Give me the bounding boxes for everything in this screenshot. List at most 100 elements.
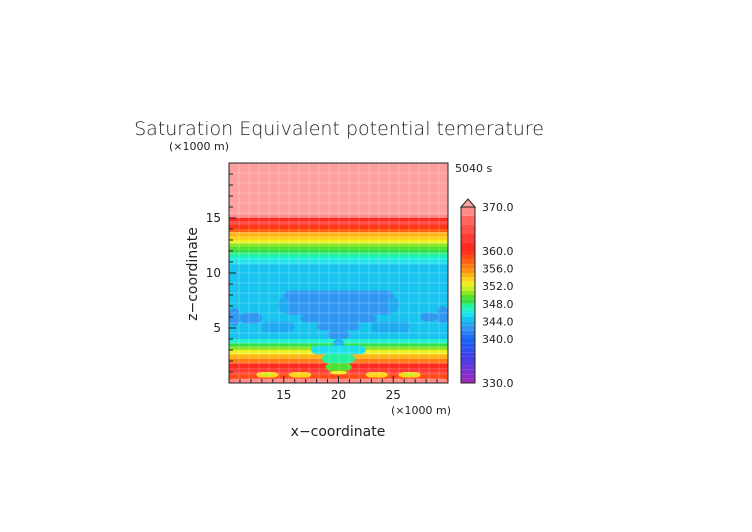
contour-band	[229, 259, 448, 265]
colorbar-segment	[461, 347, 475, 353]
colorbar-segment	[461, 352, 475, 357]
colorbar-segment	[461, 378, 475, 383]
colorbar-tick-label: 348.0	[482, 298, 514, 311]
colorbar-segment	[461, 330, 475, 335]
colorbar-tick-label: 352.0	[482, 280, 514, 293]
contour-band	[229, 224, 448, 229]
colorbar-tick-label: 356.0	[482, 263, 514, 276]
contour-cell	[437, 306, 448, 324]
colorbar-segment	[461, 268, 475, 273]
contour-band	[229, 218, 448, 222]
colorbar-segment	[461, 356, 475, 361]
z-axis-ticks: 5 10 15	[206, 173, 236, 373]
y-axis-title: z−coordinate	[185, 227, 201, 321]
colorbar-segment	[461, 295, 475, 300]
z-tick-label: 15	[206, 211, 221, 225]
contour-cell	[329, 370, 348, 375]
contour-cell	[420, 312, 438, 322]
z-tick-label: 10	[206, 266, 221, 280]
z-unit-label: (×1000 m)	[169, 140, 229, 153]
contour-cell	[278, 297, 290, 313]
colorbar-segment	[461, 273, 475, 278]
contour-band	[229, 240, 448, 244]
x-axis-title: x−coordinate	[291, 424, 386, 440]
colorbar-ticks: 370.0 360.0 356.0 352.0 348.0 344.0 340.0 330.0	[482, 201, 514, 390]
colorbar-segment	[461, 242, 475, 251]
contour-band	[229, 214, 448, 218]
plot-grid-texture	[229, 163, 448, 383]
colorbar-segment	[461, 259, 475, 265]
contour-band	[229, 264, 448, 295]
contour-cell	[365, 372, 388, 378]
contour-cell	[289, 372, 312, 378]
colorbar-segment	[461, 374, 475, 379]
x-tick-label: 15	[276, 388, 291, 402]
colorbar-segment	[461, 286, 475, 291]
colorbar-tick-label: 330.0	[482, 377, 514, 390]
colorbar-segment	[461, 339, 475, 344]
contour-cell	[316, 322, 361, 331]
x-unit-label: (×1000 m)	[391, 404, 451, 417]
contour-band	[229, 232, 448, 237]
colorbar-segment	[461, 312, 475, 317]
colorbar-segment	[461, 207, 475, 216]
colorbar-segment	[461, 321, 475, 326]
contour-cell	[333, 339, 344, 348]
colorbar-segment	[461, 361, 475, 366]
colorbar-segment	[461, 255, 475, 260]
contour-band	[229, 246, 448, 250]
colorbar-segment	[461, 224, 475, 234]
colorbar-tick-label: 340.0	[482, 333, 514, 346]
contour-band	[229, 253, 448, 257]
contour-cell	[283, 290, 394, 315]
time-label: 5040 s	[455, 162, 492, 175]
contour-cell	[239, 312, 262, 324]
colorbar-segment	[461, 308, 475, 313]
colorbar-segment	[461, 325, 475, 331]
colorbar	[459, 198, 477, 384]
contour-band	[229, 249, 448, 254]
colorbar-segment	[461, 365, 475, 370]
contour-cell	[311, 345, 366, 355]
colorbar-segment	[461, 290, 475, 295]
z-tick-label: 5	[213, 321, 221, 335]
colorbar-segment	[461, 251, 475, 256]
contour-cell	[322, 354, 355, 364]
x-tick-label: 25	[386, 388, 401, 402]
colorbar-segment	[461, 299, 475, 304]
contour-cell	[229, 308, 240, 326]
contour-band	[229, 243, 448, 247]
contour-band	[229, 229, 448, 233]
contour-cell	[325, 363, 352, 371]
colorbar-overflow-arrow	[459, 198, 477, 208]
contour-cell	[387, 297, 399, 313]
colorbar-segment	[461, 281, 475, 287]
x-axis-ticks: 15 20 25	[239, 376, 438, 402]
colorbar-segment	[461, 277, 475, 282]
colorbar-segment	[461, 303, 475, 309]
colorbar-segment	[461, 317, 475, 322]
chart-title: Saturation Equivalent potential temeratu…	[134, 118, 544, 140]
contour-band	[229, 163, 448, 215]
colorbar-segment	[461, 215, 475, 225]
contour-band	[229, 256, 448, 260]
colorbar-tick-label: 360.0	[482, 245, 514, 258]
contour-cell	[371, 321, 410, 333]
colorbar-segment	[461, 343, 475, 348]
colorbar-segment	[461, 369, 475, 375]
contour-cell	[300, 314, 377, 323]
colorbar-frame	[460, 206, 476, 384]
colorbar-segment	[461, 233, 475, 243]
contour-cell	[261, 373, 273, 377]
colorbar-tick-label: 344.0	[482, 315, 514, 328]
contour-cell	[261, 321, 295, 333]
contour-cell	[404, 373, 416, 377]
colorbar-segment	[461, 334, 475, 339]
colorbar-tick-label: 370.0	[482, 201, 514, 214]
contour-cell	[327, 330, 350, 339]
contour-band	[229, 221, 448, 225]
x-tick-label: 20	[331, 388, 346, 402]
colorbar-segment	[461, 264, 475, 269]
contour-band	[229, 236, 448, 240]
